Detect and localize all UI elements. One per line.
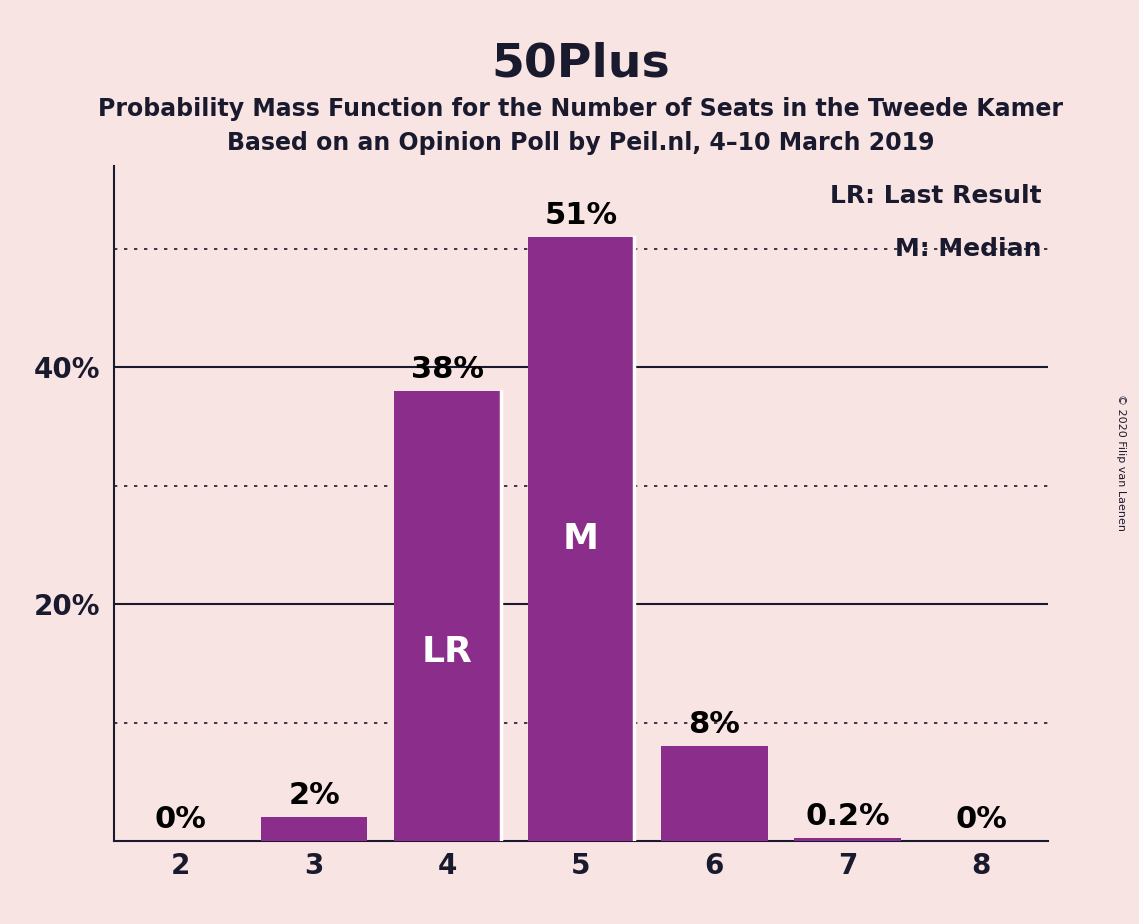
Text: LR: Last Result: LR: Last Result	[829, 184, 1041, 208]
Text: 2%: 2%	[288, 781, 339, 810]
Text: 50Plus: 50Plus	[492, 42, 670, 87]
Text: Probability Mass Function for the Number of Seats in the Tweede Kamer: Probability Mass Function for the Number…	[98, 97, 1064, 121]
Bar	[527, 237, 634, 841]
Text: 0%: 0%	[956, 805, 1007, 833]
Text: M: M	[563, 522, 599, 556]
Bar	[261, 817, 368, 841]
Text: 51%: 51%	[544, 201, 617, 230]
Text: 0.2%: 0.2%	[805, 802, 890, 832]
Bar	[794, 838, 901, 841]
Bar	[661, 747, 768, 841]
Bar	[394, 391, 501, 841]
Text: 38%: 38%	[411, 355, 484, 384]
Text: 8%: 8%	[688, 710, 740, 739]
Text: 0%: 0%	[155, 805, 206, 833]
Text: Based on an Opinion Poll by Peil.nl, 4–10 March 2019: Based on an Opinion Poll by Peil.nl, 4–1…	[227, 131, 935, 155]
Text: M: Median: M: Median	[895, 237, 1041, 261]
Text: LR: LR	[423, 635, 473, 669]
Text: © 2020 Filip van Laenen: © 2020 Filip van Laenen	[1116, 394, 1125, 530]
